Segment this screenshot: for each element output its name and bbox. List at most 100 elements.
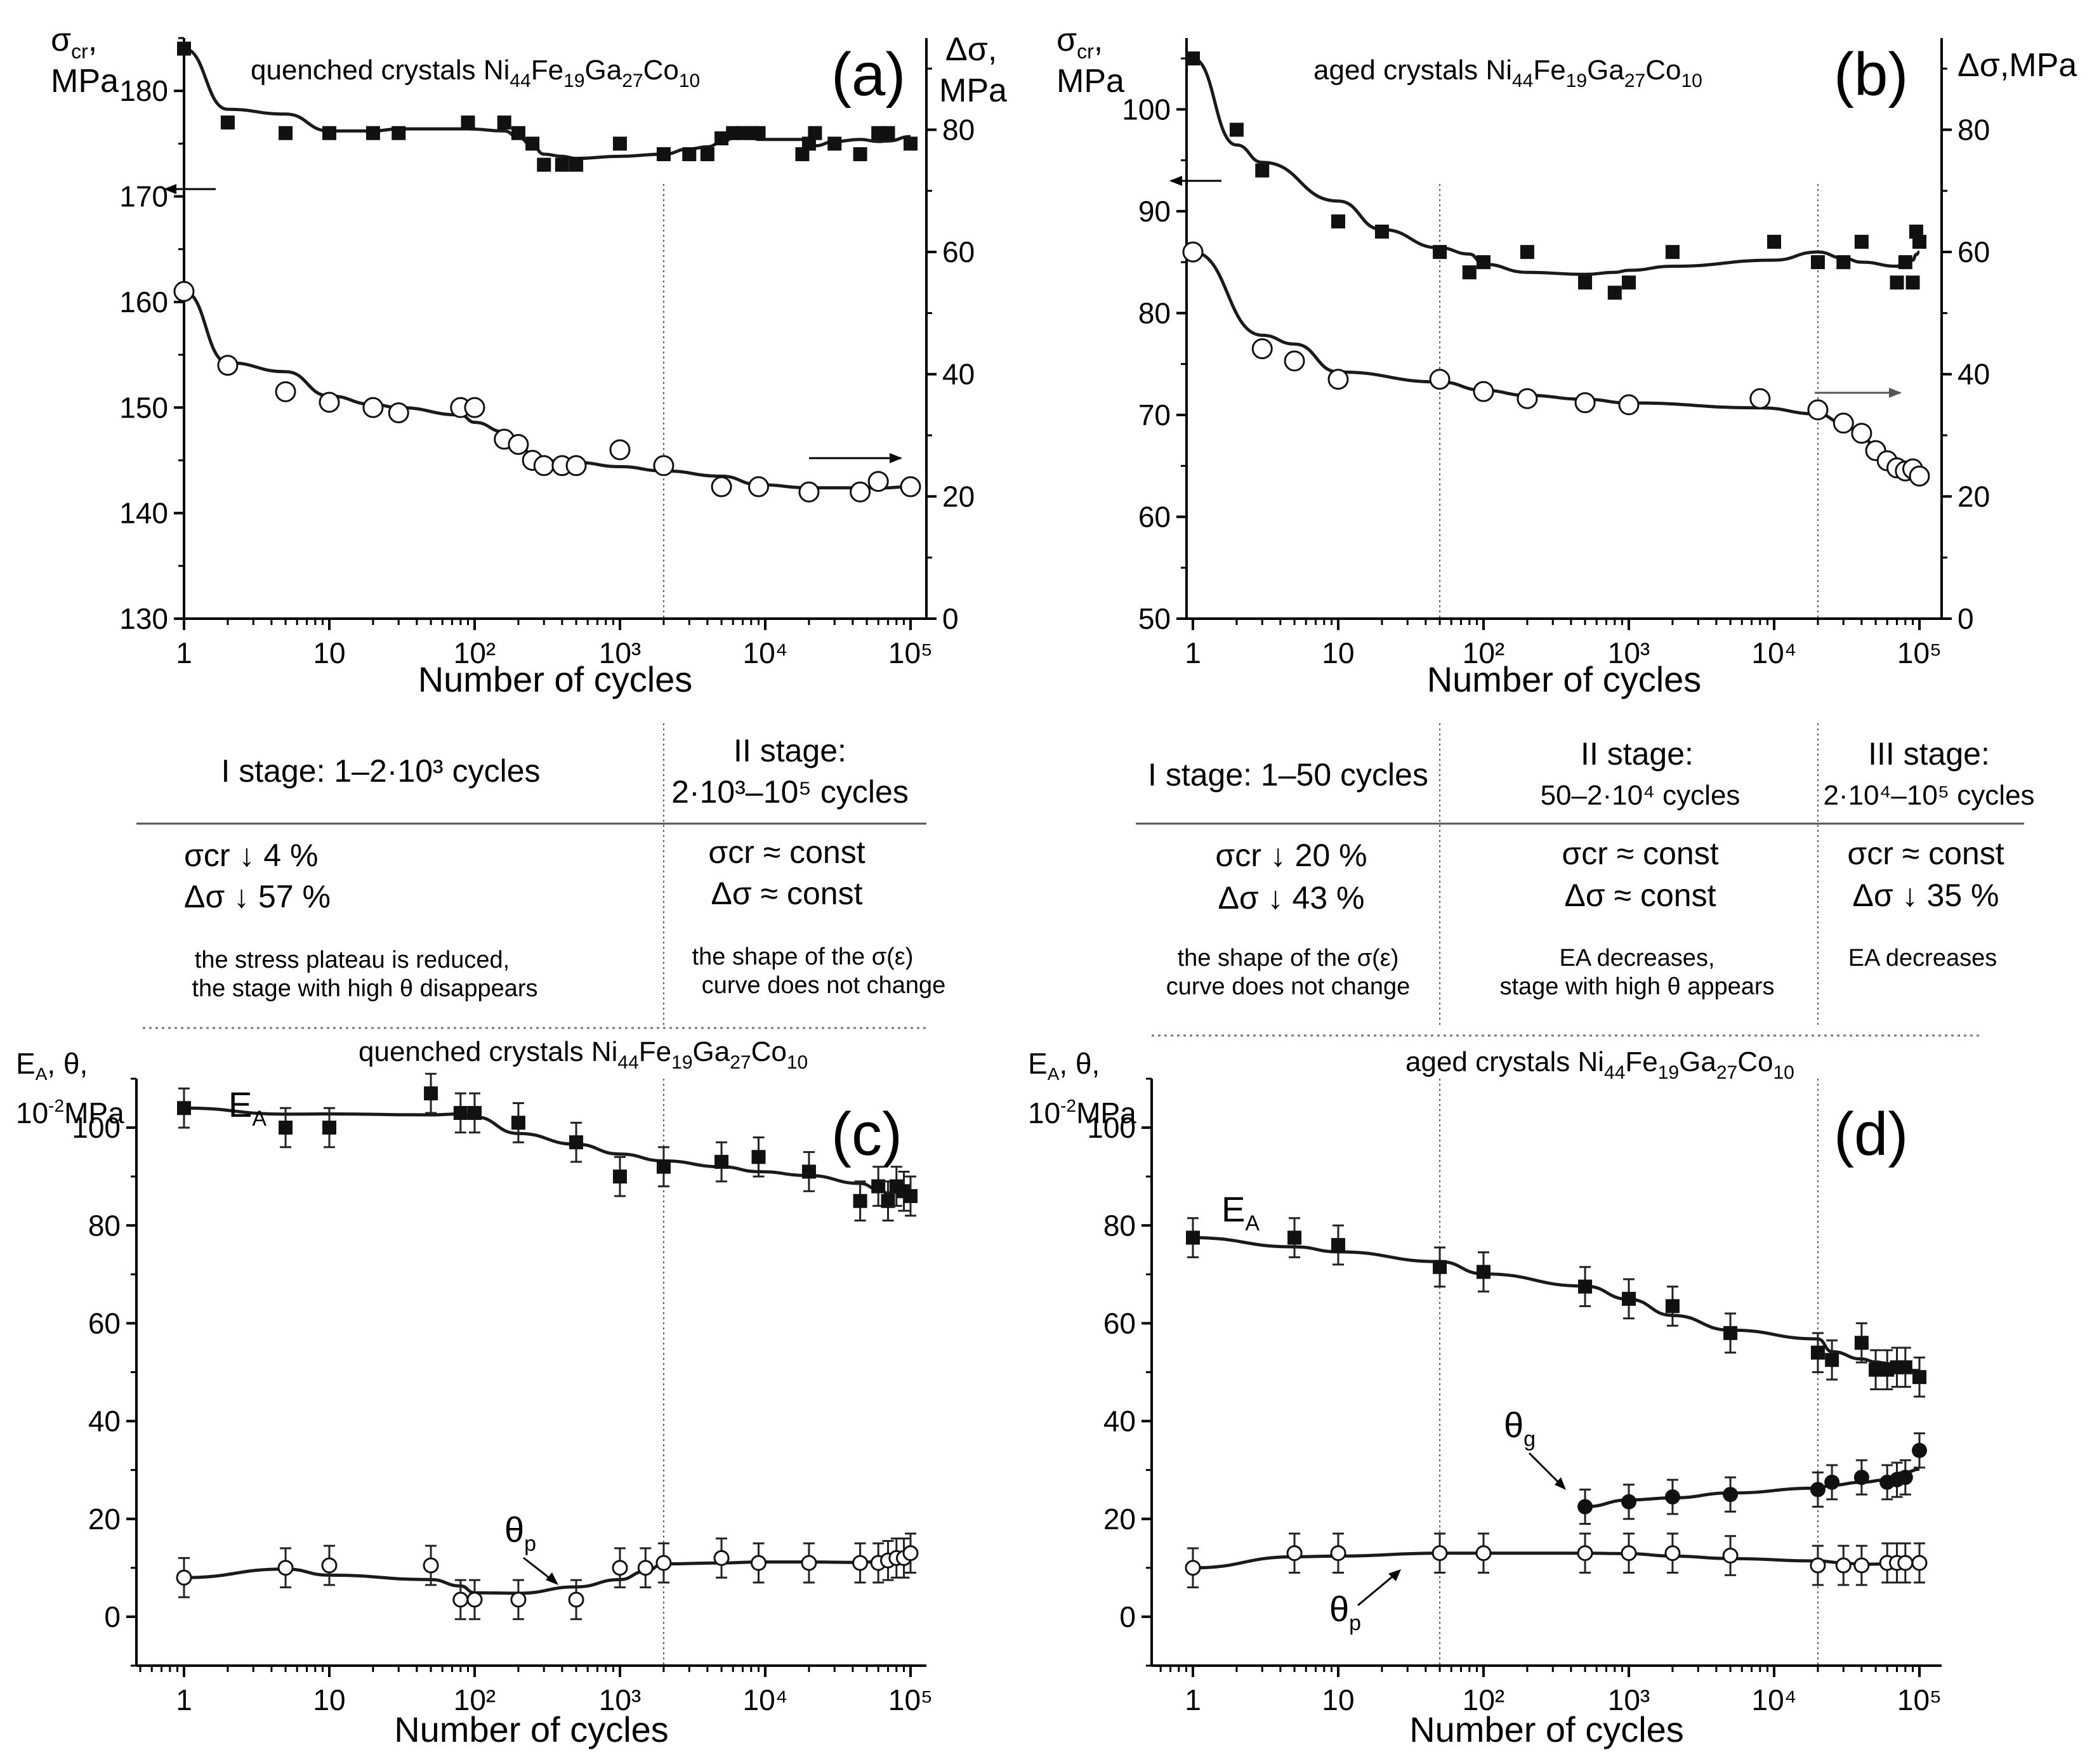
data-point-square xyxy=(1186,51,1200,66)
title-subscript: 10 xyxy=(679,70,700,91)
data-point-open-circle xyxy=(655,1555,672,1571)
panel-d: 1 10 10² 10³ 10⁴ 10⁵ 0 20 40 60 80 100 Number of cyc… xyxy=(1028,1046,1942,1749)
panel-c: 1 10 10² 10³ 10⁴ 10⁵ 0 20 40 60 80 100 Number of cyc… xyxy=(16,1036,933,1749)
data-point-square xyxy=(871,1179,886,1194)
y-label-sub: cr xyxy=(71,40,88,63)
data-point-open-circle xyxy=(653,455,674,477)
data-point-square xyxy=(1898,255,1912,270)
data-point-square xyxy=(1898,1360,1912,1374)
trend-line-0 xyxy=(1192,1236,1920,1372)
x-axis-label: Number of cycles xyxy=(418,659,693,699)
data-point-open-circle xyxy=(852,1555,869,1571)
data-point-filled-circle xyxy=(1897,1470,1913,1485)
data-point-square xyxy=(613,1169,627,1184)
arrow-right-head xyxy=(890,453,902,463)
stage-1-note-1-aged: the shape of the σ(ε) xyxy=(1178,945,1399,971)
y-tick-label: 160 xyxy=(119,286,168,319)
data-point-square xyxy=(801,1164,816,1179)
stage-1-dsigma-change-aged: Δσ ↓ 43 % xyxy=(1218,880,1364,916)
data-point-square xyxy=(1912,1370,1926,1385)
data-point-square xyxy=(1462,265,1477,280)
data-point-open-circle xyxy=(900,476,921,497)
data-point-filled-circle xyxy=(1621,1494,1636,1510)
data-point-square xyxy=(853,147,867,161)
title-part: aged crystals Ni xyxy=(1313,55,1512,86)
y-axis-unit: 10-2MPa xyxy=(1028,1096,1136,1129)
stage-2-heading: II stage: xyxy=(734,733,846,768)
data-point-square xyxy=(322,1121,336,1135)
data-point-square xyxy=(827,136,842,151)
panel-title: aged crystals Ni44Fe19Ga27Co10 xyxy=(1405,1046,1794,1083)
data-point-square xyxy=(1331,1238,1345,1253)
label-theta-g: θg xyxy=(1504,1405,1536,1451)
data-point-square xyxy=(220,115,235,130)
unit-mpa: MPa xyxy=(64,1096,124,1129)
y-tick-label: 40 xyxy=(88,1405,121,1438)
stage-2-note-1-aged: EA decreases, xyxy=(1559,945,1714,971)
data-point-open-circle xyxy=(798,481,820,503)
data-point-open-circle xyxy=(1897,1555,1914,1571)
title-part: Fe xyxy=(1533,55,1565,86)
annotation-arrow xyxy=(1357,1572,1397,1607)
data-point-square xyxy=(1854,1336,1869,1350)
annotation-arrow xyxy=(523,1557,553,1581)
stage-3-note-1-aged: EA decreases xyxy=(1848,945,1997,971)
data-point-open-circle xyxy=(1853,1557,1870,1574)
data-point-open-circle xyxy=(173,280,195,302)
data-point-open-circle xyxy=(1909,465,1930,487)
data-point-square xyxy=(279,126,293,140)
y-tick-label: 50 xyxy=(1138,602,1171,635)
y-tick-label: 20 xyxy=(88,1503,121,1536)
data-point-square xyxy=(1374,225,1389,239)
data-point-square xyxy=(1665,245,1680,260)
stage-3-range-aged: 2·10⁴–10⁵ cycles xyxy=(1823,780,2034,811)
data-point-square xyxy=(881,1194,895,1208)
arrow-left-head xyxy=(1169,176,1182,186)
y-axis-label-left: σcr, xyxy=(1056,22,1103,63)
y-label-comma: , xyxy=(1094,22,1103,58)
x-tick-label: 10³ xyxy=(1608,1683,1650,1716)
stage-2-note-2: curve does not change xyxy=(702,972,946,999)
x-axis-label: Number of cycles xyxy=(1427,659,1702,699)
panel-title: quenched crystals Ni44Fe19Ga27Co10 xyxy=(251,55,700,91)
data-point-square xyxy=(1520,245,1534,260)
y-tick-label: 100 xyxy=(1122,93,1171,126)
stage-2-sigma-change-aged: σcr ≈ const xyxy=(1562,836,1718,871)
panel-letter: (d) xyxy=(1834,1100,1908,1168)
data-point-square xyxy=(1767,235,1781,249)
x-tick-label: 10⁴ xyxy=(1752,1683,1797,1716)
x-tick-label: 10 xyxy=(313,1683,345,1716)
theta-symbol: θ xyxy=(504,1510,524,1550)
data-point-open-circle xyxy=(867,471,889,492)
theta-symbol: θ xyxy=(1329,1589,1349,1629)
y-tick-label: 130 xyxy=(119,602,168,635)
theta-symbol: θ xyxy=(1504,1405,1523,1445)
stage-2-note-2-aged: stage with high θ appears xyxy=(1499,973,1774,1000)
data-point-square xyxy=(1255,163,1270,178)
stage-1-note-2: the stage with high θ disappears xyxy=(192,975,537,1002)
panel-title: quenched crystals Ni44Fe19Ga27Co10 xyxy=(359,1036,808,1073)
data-point-square xyxy=(656,1159,671,1174)
unit-mpa: MPa xyxy=(1076,1096,1136,1129)
label-E: E xyxy=(1221,1189,1245,1229)
label-EA: EA xyxy=(228,1084,266,1131)
data-point-square xyxy=(1331,214,1345,228)
stage-1-dsigma-change: Δσ ↓ 57 % xyxy=(184,879,331,914)
stage-3-heading-aged: III stage: xyxy=(1868,736,1990,772)
x-tick-label: 10⁴ xyxy=(1752,636,1797,669)
data-point-square xyxy=(1607,286,1622,300)
title-subscript: 10 xyxy=(787,1052,808,1073)
data-point-open-circle xyxy=(902,1545,919,1562)
stage-2-dsigma-change: Δσ ≈ const xyxy=(711,876,863,911)
data-point-square xyxy=(1578,1279,1593,1294)
y-tick-label: 150 xyxy=(119,391,168,424)
label-A: A xyxy=(1245,1211,1260,1235)
stage-3-sigma-change-aged: σcr ≈ const xyxy=(1847,836,2004,871)
x-tick-label: 1 xyxy=(176,1683,192,1716)
y-tick-label: 100 xyxy=(1087,1111,1136,1144)
data-point-open-circle xyxy=(510,1591,527,1608)
data-point-open-circle xyxy=(217,355,239,376)
data-point-open-circle xyxy=(1577,1545,1593,1562)
data-point-square xyxy=(1912,235,1926,249)
data-point-filled-circle xyxy=(1853,1470,1869,1485)
